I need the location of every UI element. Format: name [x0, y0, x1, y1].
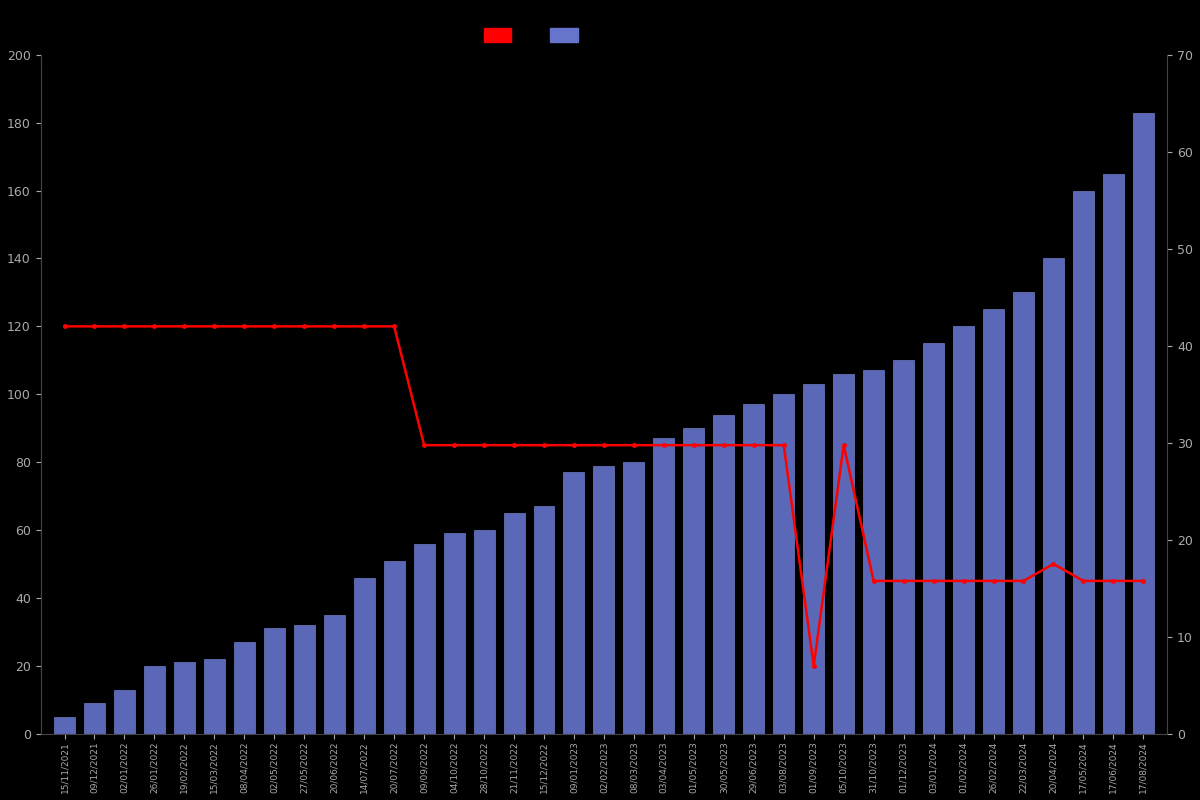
- Bar: [983, 310, 1004, 734]
- Bar: [594, 466, 614, 734]
- Bar: [1133, 113, 1154, 734]
- Bar: [743, 405, 764, 734]
- Bar: [923, 343, 944, 734]
- Bar: [294, 625, 314, 734]
- Bar: [204, 659, 224, 734]
- Bar: [534, 506, 554, 734]
- Bar: [384, 561, 404, 734]
- Bar: [84, 703, 104, 734]
- Bar: [713, 414, 734, 734]
- Bar: [564, 472, 584, 734]
- Bar: [474, 530, 494, 734]
- Bar: [1013, 293, 1034, 734]
- Bar: [653, 438, 674, 734]
- Bar: [863, 370, 884, 734]
- Bar: [264, 629, 284, 734]
- Bar: [54, 717, 76, 734]
- Legend: , : ,: [484, 28, 589, 42]
- Bar: [833, 374, 854, 734]
- Bar: [114, 690, 134, 734]
- Bar: [1073, 190, 1094, 734]
- Bar: [174, 662, 194, 734]
- Bar: [234, 642, 254, 734]
- Bar: [624, 462, 644, 734]
- Bar: [773, 394, 794, 734]
- Bar: [1043, 258, 1064, 734]
- Bar: [683, 428, 704, 734]
- Bar: [504, 513, 524, 734]
- Bar: [354, 578, 374, 734]
- Bar: [324, 615, 344, 734]
- Bar: [953, 326, 974, 734]
- Bar: [803, 384, 824, 734]
- Bar: [893, 360, 914, 734]
- Bar: [444, 534, 464, 734]
- Bar: [144, 666, 164, 734]
- Bar: [414, 543, 434, 734]
- Bar: [1103, 174, 1124, 734]
